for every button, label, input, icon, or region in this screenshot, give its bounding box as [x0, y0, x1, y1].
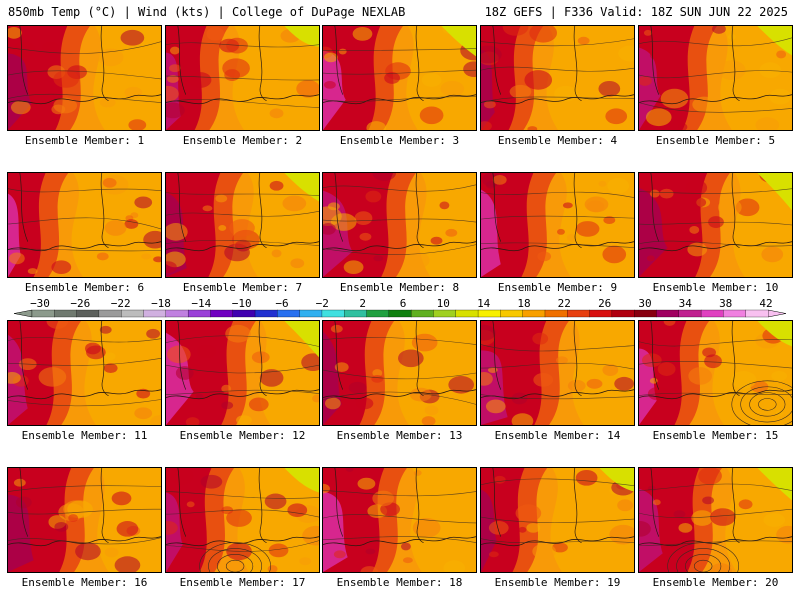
ensemble-member-label: Ensemble Member: 10: [652, 281, 779, 294]
colorbar-swatch: [344, 309, 367, 318]
colorbar-swatch: [433, 309, 457, 318]
ensemble-member-map: [480, 172, 635, 278]
colorbar-swatch: [477, 309, 501, 318]
colorbar-tick-label: 42: [759, 297, 772, 310]
ensemble-member-map: [165, 467, 320, 573]
ensemble-member-map: [165, 25, 320, 131]
colorbar-swatch: [165, 309, 189, 318]
colorbar-left-arrow: [13, 309, 33, 318]
colorbar-swatch: [656, 309, 680, 318]
colorbar-swatch: [700, 309, 724, 318]
ensemble-member-map: [322, 172, 477, 278]
colorbar-swatch: [500, 309, 524, 318]
colorbar-swatch: [31, 309, 55, 318]
colorbar-tick-label: −2: [316, 297, 329, 310]
colorbar-swatch: [745, 309, 769, 318]
ensemble-member-map: [322, 320, 477, 426]
ensemble-member-label: Ensemble Member: 16: [21, 576, 148, 589]
ensemble-member-map: [165, 172, 320, 278]
colorbar-swatch: [455, 309, 479, 318]
colorbar-tick-label: −10: [232, 297, 252, 310]
colorbar-tick-label: 30: [638, 297, 651, 310]
header-title: 850mb Temp (°C) | Wind (kts) | College o…: [8, 5, 406, 19]
colorbar-tick-label: −18: [151, 297, 171, 310]
colorbar-tick-label: 26: [598, 297, 611, 310]
ensemble-member-label: Ensemble Member: 17: [179, 576, 306, 589]
temperature-colorbar: −30 −26 −22 −18 −14 −10 −6 −2 2 6 10 14 18 22 26 30 34 38…: [13, 297, 787, 318]
colorbar-swatch: [98, 309, 122, 318]
ensemble-member-map: [480, 320, 635, 426]
ensemble-member-label: Ensemble Member: 2: [182, 134, 303, 147]
colorbar-tick-label: 38: [719, 297, 732, 310]
ensemble-member-map: [638, 467, 793, 573]
ensemble-member-map: [638, 320, 793, 426]
ensemble-member-map: [638, 25, 793, 131]
colorbar-swatch: [410, 309, 434, 318]
colorbar-tick-label: −26: [70, 297, 90, 310]
colorbar-tick-label: 2: [359, 297, 366, 310]
colorbar-swatch: [277, 309, 301, 318]
ensemble-member-label: Ensemble Member: 15: [652, 429, 779, 442]
ensemble-member-label: Ensemble Member: 13: [336, 429, 463, 442]
colorbar-swatch: [589, 309, 613, 318]
ensemble-member-map: [7, 467, 162, 573]
ensemble-member-label: Ensemble Member: 8: [339, 281, 460, 294]
colorbar-tick-label: 14: [477, 297, 491, 310]
ensemble-member-map: [7, 320, 162, 426]
colorbar-swatch: [210, 309, 234, 318]
colorbar-swatch: [254, 309, 278, 318]
colorbar-swatch: [121, 309, 144, 318]
colorbar-swatch: [678, 309, 702, 318]
ensemble-member-label: Ensemble Member: 3: [339, 134, 460, 147]
colorbar-tick-label: −14: [191, 297, 211, 310]
ensemble-member-map: [165, 320, 320, 426]
ensemble-member-map: [7, 25, 162, 131]
ensemble-member-label: Ensemble Member: 4: [497, 134, 618, 147]
colorbar-swatch: [143, 309, 167, 318]
colorbar-swatches: [13, 309, 787, 318]
colorbar-swatch: [299, 309, 323, 318]
ensemble-member-label: Ensemble Member: 11: [21, 429, 148, 442]
ensemble-member-label: Ensemble Member: 5: [655, 134, 776, 147]
ensemble-member-map: [480, 25, 635, 131]
colorbar-tick-label: 18: [517, 297, 530, 310]
colorbar-tick-label: −22: [111, 297, 131, 310]
colorbar-swatch: [544, 309, 568, 318]
ensemble-member-map: [322, 467, 477, 573]
colorbar-tick-label: 6: [400, 297, 407, 310]
ensemble-member-map: [322, 25, 477, 131]
colorbar-swatch: [522, 309, 546, 318]
ensemble-member-map: [638, 172, 793, 278]
colorbar-tick-labels: −30 −26 −22 −18 −14 −10 −6 −2 2 6 10 14 18 22 26 30 34 38…: [30, 297, 773, 310]
colorbar-right-arrow: [767, 309, 787, 318]
ensemble-member-map: [480, 467, 635, 573]
ensemble-member-label: Ensemble Member: 9: [497, 281, 618, 294]
colorbar-swatch: [187, 309, 211, 318]
colorbar-tick-label: −6: [275, 297, 288, 310]
colorbar-tick-label: −30: [30, 297, 50, 310]
ensemble-member-label: Ensemble Member: 20: [652, 576, 779, 589]
colorbar-swatch: [634, 309, 657, 318]
ensemble-member-label: Ensemble Member: 1: [24, 134, 145, 147]
colorbar-tick-label: 10: [437, 297, 450, 310]
colorbar-swatch: [567, 309, 591, 318]
colorbar-swatch: [76, 309, 100, 318]
ensemble-member-label: Ensemble Member: 7: [182, 281, 303, 294]
ensemble-member-label: Ensemble Member: 19: [494, 576, 621, 589]
ensemble-member-label: Ensemble Member: 6: [24, 281, 145, 294]
ensemble-member-label: Ensemble Member: 14: [494, 429, 621, 442]
ensemble-member-label: Ensemble Member: 12: [179, 429, 306, 442]
colorbar-swatch: [321, 309, 345, 318]
colorbar-swatch: [54, 309, 78, 318]
colorbar-swatch: [366, 309, 390, 318]
colorbar-swatch: [723, 309, 747, 318]
colorbar-tick-label: 22: [558, 297, 571, 310]
ensemble-member-map: [7, 172, 162, 278]
colorbar-tick-label: 34: [679, 297, 693, 310]
colorbar-swatch: [232, 309, 256, 318]
colorbar-swatch: [611, 309, 635, 318]
header-valid-time: 18Z GEFS | F336 Valid: 18Z SUN JUN 22 20…: [484, 5, 788, 19]
colorbar-swatch: [388, 309, 412, 318]
ensemble-member-label: Ensemble Member: 18: [336, 576, 463, 589]
